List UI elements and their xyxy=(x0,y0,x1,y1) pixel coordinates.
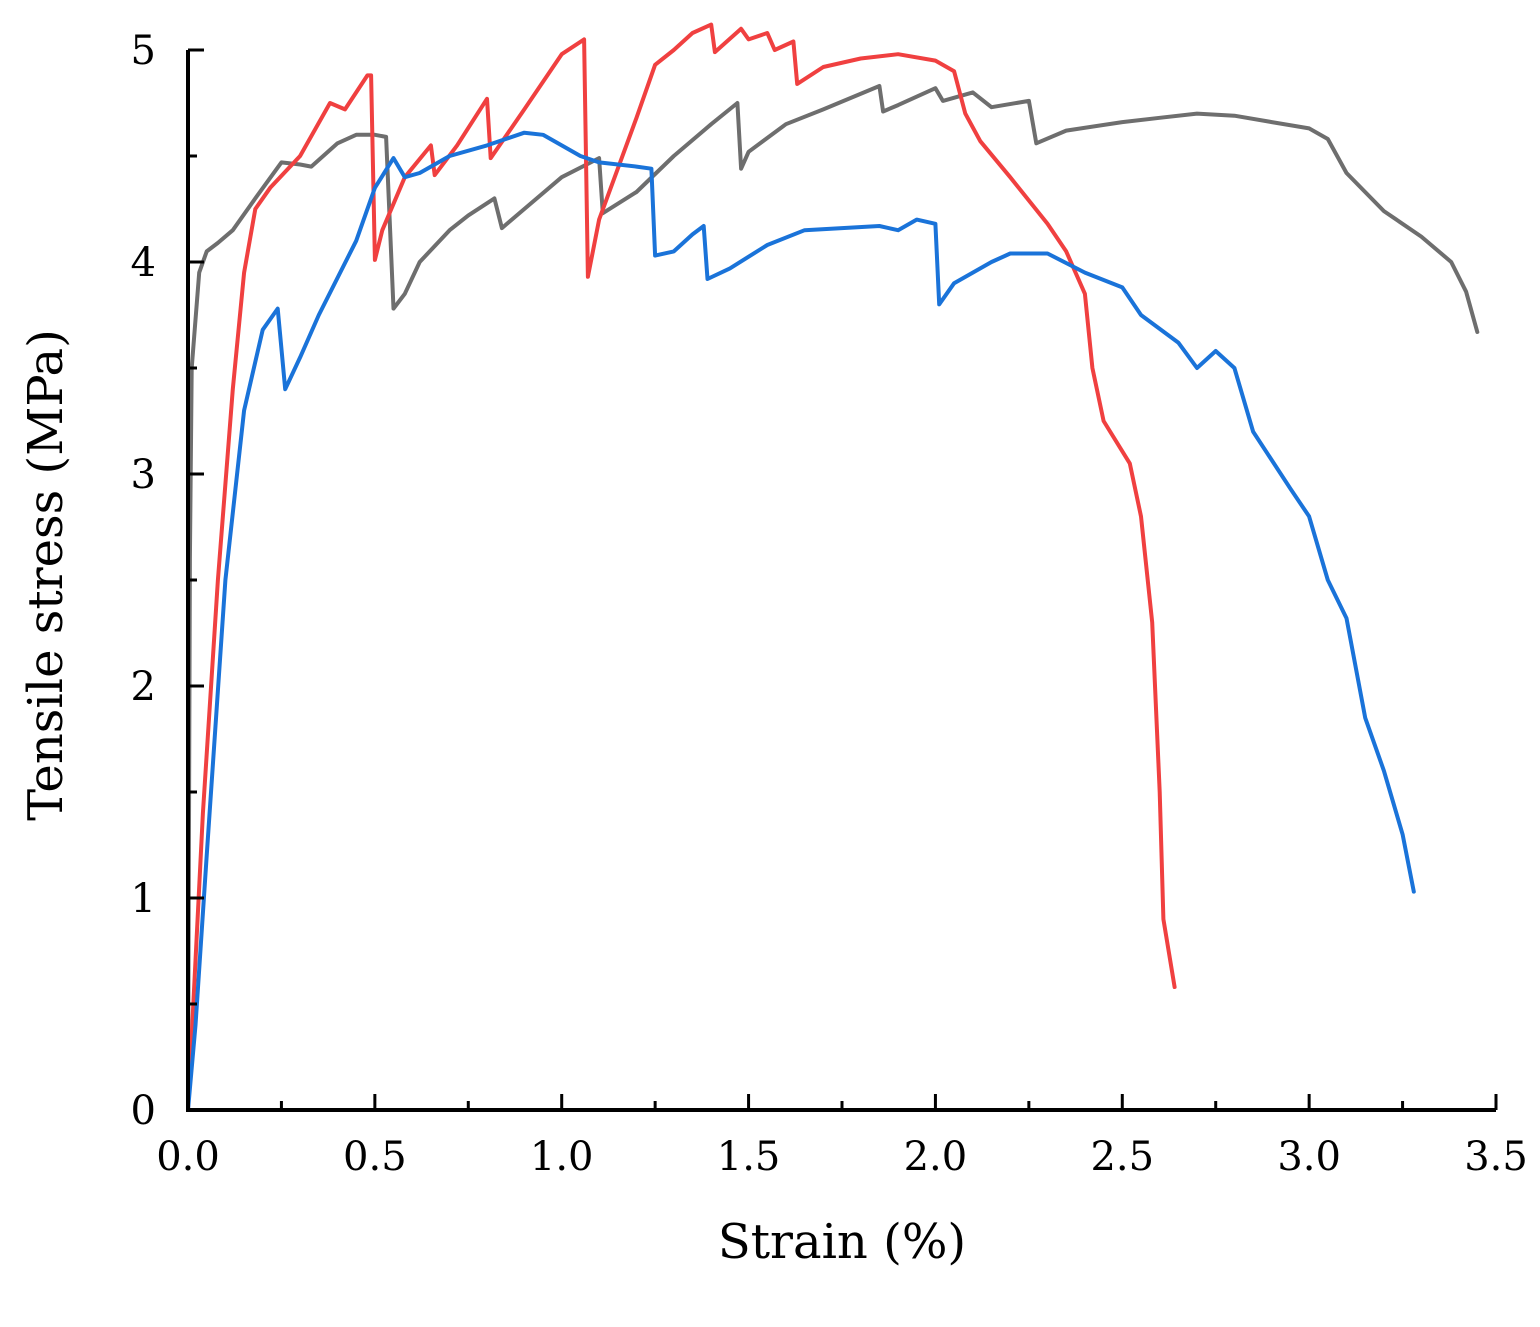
y-tick-label: 4 xyxy=(131,240,156,286)
x-axis-title: Strain (%) xyxy=(718,1214,966,1270)
series-line-gray-specimen xyxy=(186,84,1480,1112)
y-tick-label: 1 xyxy=(131,876,156,922)
x-tick-label: 3.5 xyxy=(1464,1134,1528,1180)
series-group xyxy=(186,22,1480,1112)
x-tick-label: 1.5 xyxy=(717,1134,781,1180)
y-tick-label: 0 xyxy=(131,1088,156,1134)
x-tick-label: 2.5 xyxy=(1090,1134,1154,1180)
x-tick-label: 3.0 xyxy=(1277,1134,1341,1180)
series-line-blue-specimen xyxy=(186,130,1416,1112)
x-tick-label: 2.0 xyxy=(904,1134,968,1180)
y-tick-label: 5 xyxy=(131,28,156,74)
y-axis-title: Tensile stress (MPa) xyxy=(18,329,74,821)
y-tick-label: 3 xyxy=(131,452,156,498)
y-tick-label: 2 xyxy=(131,664,156,710)
series-line-red-specimen xyxy=(186,22,1177,1112)
chart-axes xyxy=(186,50,1496,1112)
x-tick-label: 0.5 xyxy=(343,1134,407,1180)
x-tick-label: 1.0 xyxy=(530,1134,594,1180)
x-tick-label: 0.0 xyxy=(156,1134,220,1180)
ticks-group: 0.0 0.5 1.0 1.5 2.0 2.5 3.0 3.5 0 1 2 3 4 5 xyxy=(131,28,1528,1180)
